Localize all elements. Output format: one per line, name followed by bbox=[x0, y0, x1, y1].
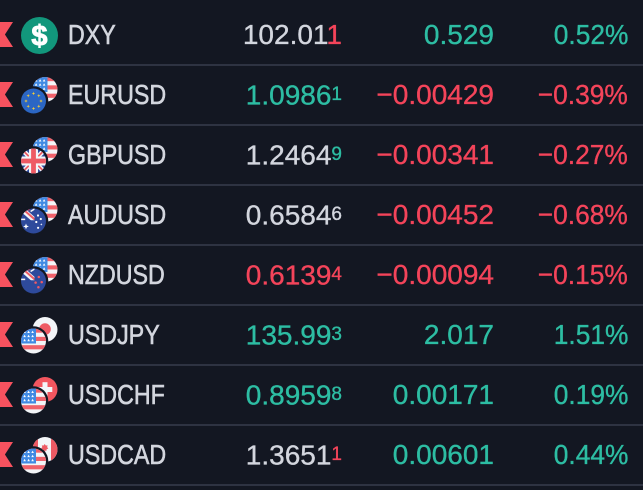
svg-text:$: $ bbox=[31, 20, 47, 52]
